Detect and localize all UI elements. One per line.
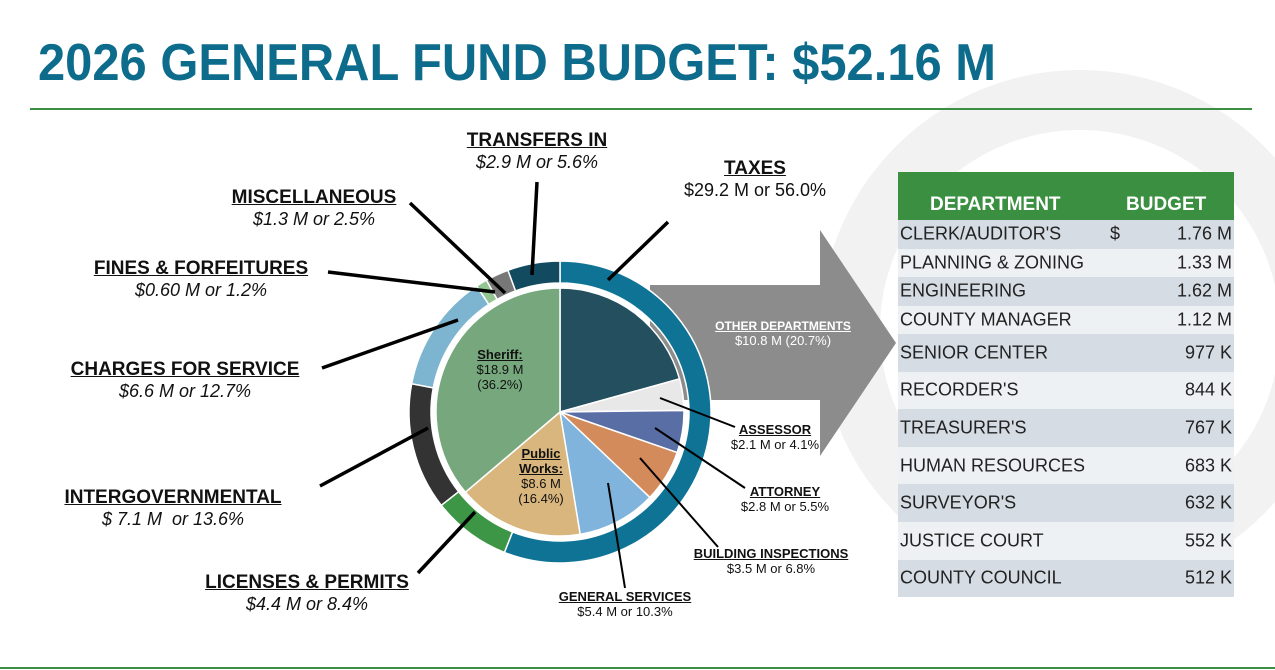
column-header: BUDGET	[1126, 194, 1207, 215]
value-label: $10.8 M (20.7%)	[734, 333, 832, 348]
leader	[408, 201, 507, 295]
department: JUSTICE COURT	[900, 530, 1044, 551]
slice	[435, 287, 561, 494]
department: PLANNING & ZONING	[900, 252, 1085, 273]
department: ENGINEERING	[900, 280, 1027, 301]
budget: 1.12 M	[1176, 309, 1232, 330]
label: MISCELLANEOUS	[231, 187, 397, 208]
value-label: $2.1 M or 4.1%	[730, 437, 820, 452]
label: FINES & FORFEITURES	[93, 258, 309, 279]
value-label: $18.9 M (36.2%)	[476, 362, 524, 392]
table-row: HUMAN RESOURCES 683 K	[898, 446, 1234, 485]
department: COUNTY COUNCIL	[900, 567, 1062, 588]
label: CHARGES FOR SERVICE	[70, 359, 300, 380]
label: ATTORNEY	[749, 484, 821, 499]
value-label: $29.2 M or 56.0%	[683, 180, 827, 200]
department: HUMAN RESOURCES	[900, 455, 1086, 476]
slice	[558, 409, 651, 536]
slice	[559, 287, 681, 413]
leader	[319, 426, 429, 488]
table-row: PLANNING & ZONING 1.33 M	[898, 248, 1234, 277]
leader	[639, 457, 719, 548]
label: OTHER DEPARTMENTS	[715, 319, 851, 333]
budget: 1.76 M	[1176, 223, 1232, 244]
column-header: DEPARTMENT	[930, 194, 1061, 215]
value-label: $2.8 M or 5.5%	[740, 499, 830, 514]
leader	[606, 220, 670, 282]
budget: 767 K	[1184, 417, 1232, 438]
leaders	[607, 397, 746, 589]
leader	[530, 181, 539, 276]
value-label: $5.4 M or 10.3%	[577, 604, 673, 619]
label: ASSESSOR	[738, 422, 812, 437]
value-label: $3.5 M or 6.8%	[726, 561, 816, 576]
value-label: $4.4 M or 8.4%	[245, 594, 369, 614]
value-label: $0.60 M or 1.2%	[134, 280, 268, 300]
leader	[654, 427, 746, 489]
slice	[464, 410, 582, 537]
department: TREASURER'S	[900, 417, 1027, 438]
table-row: RECORDER'S 844 K	[898, 371, 1234, 410]
table-row: CLERK/AUDITOR'S $1.76 M	[898, 220, 1234, 249]
table: DEPARTMENT BUDGET CLERK/AUDITOR'S $1.76 M…	[898, 172, 1234, 598]
budget: 552 K	[1184, 530, 1232, 551]
budget: 683 K	[1184, 455, 1232, 476]
table-row: COUNTY MANAGER 1.12 M	[898, 305, 1234, 334]
leader	[327, 270, 496, 294]
leaders	[319, 181, 670, 575]
label: TAXES	[724, 158, 786, 179]
leader	[659, 397, 736, 428]
department: RECORDER'S	[900, 379, 1019, 400]
budget: 512 K	[1184, 567, 1232, 588]
department: COUNTY MANAGER	[900, 309, 1072, 330]
budget: 1.33 M	[1176, 252, 1232, 273]
label: Public Works:	[519, 446, 563, 476]
label: Sheriff:	[477, 347, 523, 362]
department: SURVEYOR'S	[900, 492, 1017, 513]
value-label: $1.3 M or 2.5%	[252, 209, 376, 229]
budget: 977 K	[1184, 342, 1232, 363]
label: GENERAL SERVICES	[558, 589, 692, 604]
currency: $	[1110, 223, 1121, 244]
budget: 1.62 M	[1176, 280, 1232, 301]
table-row: TREASURER'S 767 K	[898, 409, 1234, 447]
value-label: $6.6 M or 12.7%	[118, 381, 252, 401]
label: TRANSFERS IN	[466, 130, 608, 151]
table-row: ENGINEERING 1.62 M	[898, 277, 1234, 306]
leader	[607, 482, 626, 589]
value-label: $8.6 M (16.4%)	[518, 476, 564, 506]
value-label: $ 7.1 M or 13.6%	[101, 509, 245, 529]
budget: 844 K	[1184, 379, 1232, 400]
leader	[321, 318, 459, 370]
title: 2026 GENERAL FUND BUDGET: $52.16 M	[38, 34, 996, 92]
value-label: $2.9 M or 5.6%	[475, 152, 599, 172]
table-row: SENIOR CENTER 977 K	[898, 334, 1234, 372]
table-row: JUSTICE COURT 552 K	[898, 521, 1234, 560]
table-header: DEPARTMENT BUDGET	[898, 172, 1234, 220]
pie-group	[408, 260, 712, 564]
budget: 632 K	[1184, 492, 1232, 513]
label: LICENSES & PERMITS	[205, 572, 409, 593]
leader	[416, 510, 477, 575]
label: BUILDING INSPECTIONS	[693, 546, 849, 561]
department: SENIOR CENTER	[900, 342, 1049, 363]
table-row: COUNTY COUNCIL 512 K	[898, 559, 1234, 598]
arrow	[650, 230, 896, 456]
label: INTERGOVERNMENTAL	[64, 487, 282, 508]
slice	[506, 260, 561, 292]
table-row: SURVEYOR'S 632 K	[898, 484, 1234, 522]
department: CLERK/AUDITOR'S	[900, 223, 1062, 244]
